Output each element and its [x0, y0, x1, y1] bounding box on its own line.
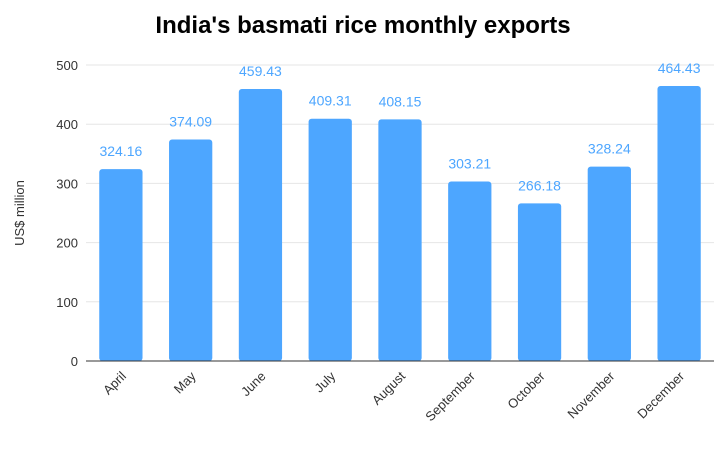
data-label: 328.24: [588, 141, 631, 157]
bar-august: [378, 119, 422, 361]
data-label: 464.43: [658, 60, 701, 76]
y-tick-label: 400: [56, 117, 78, 132]
bar-may: [169, 139, 213, 361]
x-tick-label: November: [564, 368, 617, 421]
bar-september: [448, 181, 492, 361]
bar-december: [657, 86, 701, 362]
data-label: 374.09: [169, 114, 212, 130]
data-label: 409.31: [309, 93, 352, 109]
x-axis-ticks: April May June July August September October No…: [100, 368, 688, 424]
x-tick-label: December: [634, 368, 687, 421]
data-labels: 324.16 374.09 459.43 409.31 408.15 303.21 266.…: [99, 60, 700, 193]
x-tick-label: April: [100, 368, 129, 397]
data-label: 408.15: [379, 93, 422, 109]
data-label: 303.21: [448, 155, 491, 171]
y-axis-title: US$ million: [12, 180, 27, 246]
data-label: 459.43: [239, 63, 282, 79]
bar-november: [587, 166, 631, 361]
x-tick-label: August: [369, 368, 408, 407]
x-tick-label: October: [504, 368, 548, 412]
x-tick-label: July: [311, 368, 338, 395]
data-label: 266.18: [518, 177, 561, 193]
bar-july: [308, 118, 352, 361]
bar-october: [517, 203, 562, 361]
y-tick-label: 500: [56, 58, 78, 73]
bar-june: [238, 89, 283, 361]
data-label: 324.16: [99, 143, 142, 159]
y-axis-ticks: 0 100 200 300 400 500: [56, 58, 78, 369]
y-tick-label: 0: [71, 354, 78, 369]
y-tick-label: 200: [56, 236, 78, 251]
x-tick-label: September: [422, 368, 478, 424]
bar-april: [99, 169, 143, 361]
y-tick-label: 300: [56, 176, 78, 191]
y-tick-label: 100: [56, 295, 78, 310]
chart-title: India's basmati rice monthly exports: [155, 12, 571, 39]
x-tick-label: June: [238, 369, 269, 400]
x-tick-label: May: [171, 368, 199, 396]
bars: [99, 86, 701, 362]
